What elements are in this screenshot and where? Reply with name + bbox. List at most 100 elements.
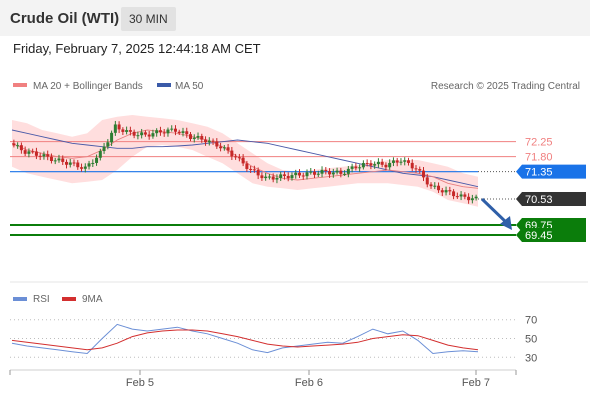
candle-body <box>117 124 121 130</box>
candle-body <box>275 177 279 180</box>
candle-body <box>467 196 471 201</box>
candle-body <box>121 129 125 132</box>
rsi-legend-swatch <box>13 297 27 301</box>
candle-body <box>42 154 46 157</box>
candle-body <box>204 139 208 143</box>
candle-body <box>350 166 354 169</box>
candle-body <box>16 145 20 147</box>
candle-body <box>455 196 459 198</box>
candle-body <box>12 143 16 146</box>
rsi-tick-label: 50 <box>525 334 537 346</box>
x-tick-label: Feb 6 <box>295 377 323 389</box>
timeframe-button[interactable]: 30 MIN <box>121 7 176 31</box>
candle-body <box>267 176 271 178</box>
candle-body <box>358 167 362 169</box>
candle-body <box>68 162 72 165</box>
candle-body <box>380 161 384 165</box>
candle-body <box>339 170 343 174</box>
candle-body <box>256 169 260 176</box>
credit-label: Research © 2025 Trading Central <box>431 81 580 92</box>
datetime-label: Friday, February 7, 2025 12:44:18 AM CET <box>13 41 261 56</box>
candle-body <box>324 169 328 172</box>
candle-body <box>301 175 305 177</box>
candle-body <box>189 134 193 139</box>
candle-body <box>437 185 441 191</box>
candle-body <box>102 146 106 152</box>
candle-body <box>373 164 377 166</box>
candle-body <box>192 137 196 139</box>
candle-body <box>305 172 309 177</box>
forecast-arrow-head <box>500 216 512 230</box>
candle-body <box>418 169 422 171</box>
candle-body <box>335 170 339 173</box>
candle-body <box>106 142 110 147</box>
candle-body <box>234 156 238 158</box>
candle-body <box>230 150 234 157</box>
candle-body <box>57 158 61 161</box>
forecast-arrow-shaft <box>480 197 510 226</box>
candle-body <box>286 175 290 179</box>
level-label: 71.35 <box>525 167 553 179</box>
candle-body <box>474 196 478 199</box>
candle-body <box>27 151 31 154</box>
candle-body <box>429 184 433 187</box>
candle-body <box>19 145 23 151</box>
candle-body <box>241 157 245 164</box>
candle-body <box>279 174 283 178</box>
candle-body <box>113 124 117 133</box>
candle-body <box>49 156 53 161</box>
candle-body <box>433 185 437 187</box>
candle-body <box>76 162 80 168</box>
candle-body <box>309 171 313 173</box>
candle-body <box>320 169 324 174</box>
x-tick-label: Feb 5 <box>126 377 154 389</box>
candle-body <box>166 129 170 134</box>
candle-body <box>271 176 275 180</box>
candle-body <box>211 140 215 142</box>
candle-body <box>343 173 347 175</box>
candle-body <box>72 162 76 164</box>
rsi-plot: 70 50 30 <box>10 315 537 364</box>
candle-body <box>470 198 474 201</box>
candle-body <box>444 190 448 193</box>
candle-body <box>132 131 136 136</box>
rsi-tick-label: 30 <box>525 352 537 364</box>
candle-body <box>147 134 151 137</box>
candle-body <box>185 131 189 135</box>
candle-body <box>395 160 399 163</box>
candle-body <box>237 157 241 159</box>
candle-body <box>260 175 264 179</box>
level-label: 69.45 <box>525 230 553 242</box>
ma50-legend-swatch <box>157 83 171 87</box>
rsi-ma-legend-swatch <box>62 297 76 301</box>
candle-body <box>222 147 226 149</box>
candle-body <box>440 190 444 193</box>
candle-body <box>354 166 358 169</box>
candle-body <box>463 194 467 197</box>
candle-body <box>297 172 301 176</box>
candle-body <box>196 136 200 138</box>
candle-body <box>207 140 211 143</box>
candle-body <box>459 194 463 197</box>
candle-body <box>23 150 27 154</box>
candle-body <box>173 128 177 132</box>
instrument-title: Crude Oil (WTI) <box>10 10 120 27</box>
candle-body <box>403 160 407 162</box>
candle-body <box>448 190 452 192</box>
candle-body <box>245 163 249 169</box>
candle-body <box>125 130 129 132</box>
candle-body <box>410 162 414 169</box>
rsi-tick-label: 70 <box>525 315 537 327</box>
candle-body <box>31 151 35 153</box>
candle-body <box>64 161 68 165</box>
candle-body <box>406 160 410 163</box>
candle-body <box>170 128 174 130</box>
candle-body <box>46 154 50 157</box>
candle-body <box>110 132 114 143</box>
candle-body <box>155 130 159 134</box>
candle-body <box>61 158 65 162</box>
bollinger-band <box>12 115 478 207</box>
candle-body <box>452 191 456 197</box>
candle-body <box>316 173 320 175</box>
